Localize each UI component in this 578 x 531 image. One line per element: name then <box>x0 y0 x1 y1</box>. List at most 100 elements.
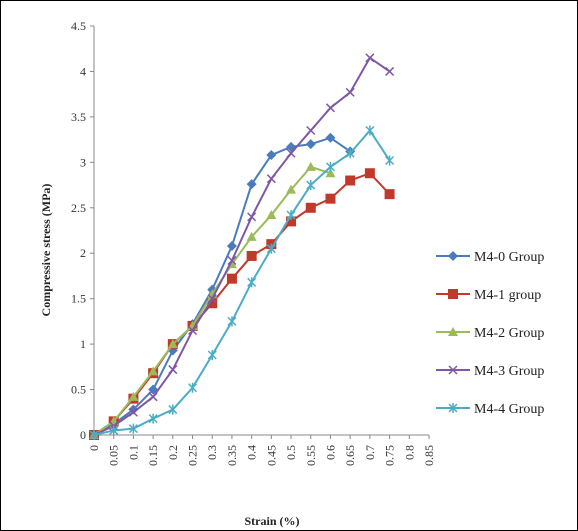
data-point-m4-1-group <box>345 175 356 186</box>
data-point-m4-3-group <box>207 294 217 304</box>
marker-stroke <box>306 125 316 136</box>
x-tick-label: 0.4 <box>245 445 259 460</box>
data-point-m4-4-group <box>266 243 276 254</box>
y-tick-label: 4 <box>80 64 86 78</box>
x-tick-label: 0.1 <box>126 445 140 460</box>
data-point-m4-4-group <box>247 277 257 288</box>
data-point-m4-4-group <box>385 155 395 166</box>
data-point-m4-3-group <box>345 87 355 97</box>
series-m4-4-group <box>89 125 395 440</box>
marker-stroke <box>325 103 336 113</box>
data-point-m4-3-group <box>187 325 198 336</box>
x-tick-label: 0.75 <box>383 445 397 466</box>
data-point-m4-2-group <box>266 210 277 220</box>
x-tick-label: 0.15 <box>146 445 160 466</box>
legend-label: M4-0 Group <box>474 250 544 265</box>
x-tick-label: 0.45 <box>264 445 278 466</box>
legend-item-m4-1-group: M4-1 group <box>436 288 541 303</box>
legend-label: M4-2 Group <box>474 326 544 341</box>
data-point-m4-3-group <box>247 212 257 222</box>
data-point-m4-0-group <box>305 139 316 150</box>
series-line-m4-3-group <box>93 56 391 436</box>
data-point-m4-3-group <box>286 148 296 158</box>
data-point-m4-3-group <box>148 392 158 402</box>
data-point-m4-3-group <box>168 365 178 375</box>
data-point-m4-4-group <box>168 404 178 415</box>
y-tick-label: 4.5 <box>71 19 86 33</box>
y-axis: 0 0.5 1 1.5 2 2.5 3 3.5 4 4.5 <box>71 19 95 442</box>
series-line-m4-1-group <box>93 172 391 436</box>
marker-stroke <box>187 325 198 336</box>
marker-stroke <box>148 392 158 402</box>
data-point-m4-0-group <box>325 132 336 143</box>
marker-stroke <box>266 174 276 184</box>
x-axis: 0 0.05 0.1 0.15 0.2 0.25 0.3 0.35 0.4 0.45 0.5 0.55… <box>87 434 436 466</box>
legend-marker <box>448 251 458 261</box>
data-point-m4-4-group <box>365 125 375 136</box>
marker-stroke <box>286 148 296 158</box>
data-point-m4-2-group <box>167 339 178 349</box>
y-tick-label: 3.5 <box>71 110 86 124</box>
data-point-m4-4-group <box>187 382 198 393</box>
data-point-m4-3-group <box>227 255 237 266</box>
x-tick-label: 0.8 <box>402 445 416 460</box>
y-tick-label: 1 <box>80 337 86 351</box>
data-point-m4-0-group <box>246 179 257 190</box>
data-point-m4-3-group <box>325 103 336 113</box>
legend-marker <box>448 403 458 413</box>
data-point-m4-1-group <box>325 193 336 204</box>
x-tick-label: 0.25 <box>186 445 200 466</box>
marker-stroke <box>168 365 178 375</box>
series-layer <box>89 53 395 440</box>
data-point-m4-2-group <box>246 231 257 241</box>
x-tick-label: 0.35 <box>225 445 239 466</box>
data-point-m4-4-group <box>148 413 158 424</box>
marker-stroke <box>345 87 355 97</box>
data-point-m4-3-group <box>385 66 395 76</box>
series-m4-3-group <box>89 53 395 440</box>
legend: M4-0 Group M4-1 group M4-2 Group M4-3 Group… <box>436 250 544 417</box>
data-point-m4-0-group <box>128 404 139 415</box>
y-tick-label: 2.5 <box>71 201 86 215</box>
data-point-m4-3-group <box>306 125 316 136</box>
legend-item-m4-3-group: M4-3 Group <box>436 364 544 379</box>
legend-marker <box>448 365 458 375</box>
legend-item-m4-4-group: M4-4 Group <box>436 402 544 417</box>
y-tick-label: 1.5 <box>71 292 86 306</box>
data-point-m4-2-group <box>305 161 316 171</box>
data-point-m4-1-group <box>286 216 297 227</box>
data-point-m4-2-group <box>325 168 336 178</box>
x-axis-title: Strain (%) <box>245 514 300 528</box>
data-point-m4-4-group <box>227 316 237 327</box>
data-point-m4-4-group <box>109 425 119 436</box>
data-point-m4-3-group <box>128 407 138 417</box>
y-tick-label: 0.5 <box>71 383 86 397</box>
x-tick-label: 0.3 <box>205 445 219 460</box>
legend-item-m4-0-group: M4-0 Group <box>436 250 544 265</box>
marker-stroke <box>128 407 138 417</box>
data-point-m4-0-group <box>266 150 277 161</box>
marker-stroke <box>385 66 395 76</box>
data-point-m4-4-group <box>128 423 138 434</box>
legend-label: M4-4 Group <box>474 402 544 417</box>
y-axis-title: Compressive stress (MPa) <box>39 184 53 317</box>
data-point-m4-4-group <box>207 350 217 361</box>
x-tick-label: 0.65 <box>343 445 357 466</box>
y-tick-label: 3 <box>80 155 86 169</box>
legend-marker <box>448 327 458 336</box>
data-point-m4-1-group <box>305 202 316 213</box>
x-tick-label: 0.6 <box>323 445 337 460</box>
marker-stroke <box>227 255 237 266</box>
data-point-m4-4-group <box>89 430 99 440</box>
data-point-m4-0-group <box>226 240 237 251</box>
data-point-m4-4-group <box>306 180 316 191</box>
y-tick-label: 2 <box>80 246 86 260</box>
marker-stroke <box>247 212 257 222</box>
data-point-m4-2-group <box>128 391 139 401</box>
y-tick-label: 0 <box>80 428 86 442</box>
legend-label: M4-1 group <box>474 288 541 303</box>
x-tick-label: 0.2 <box>166 445 180 460</box>
data-point-m4-1-group <box>384 189 395 200</box>
